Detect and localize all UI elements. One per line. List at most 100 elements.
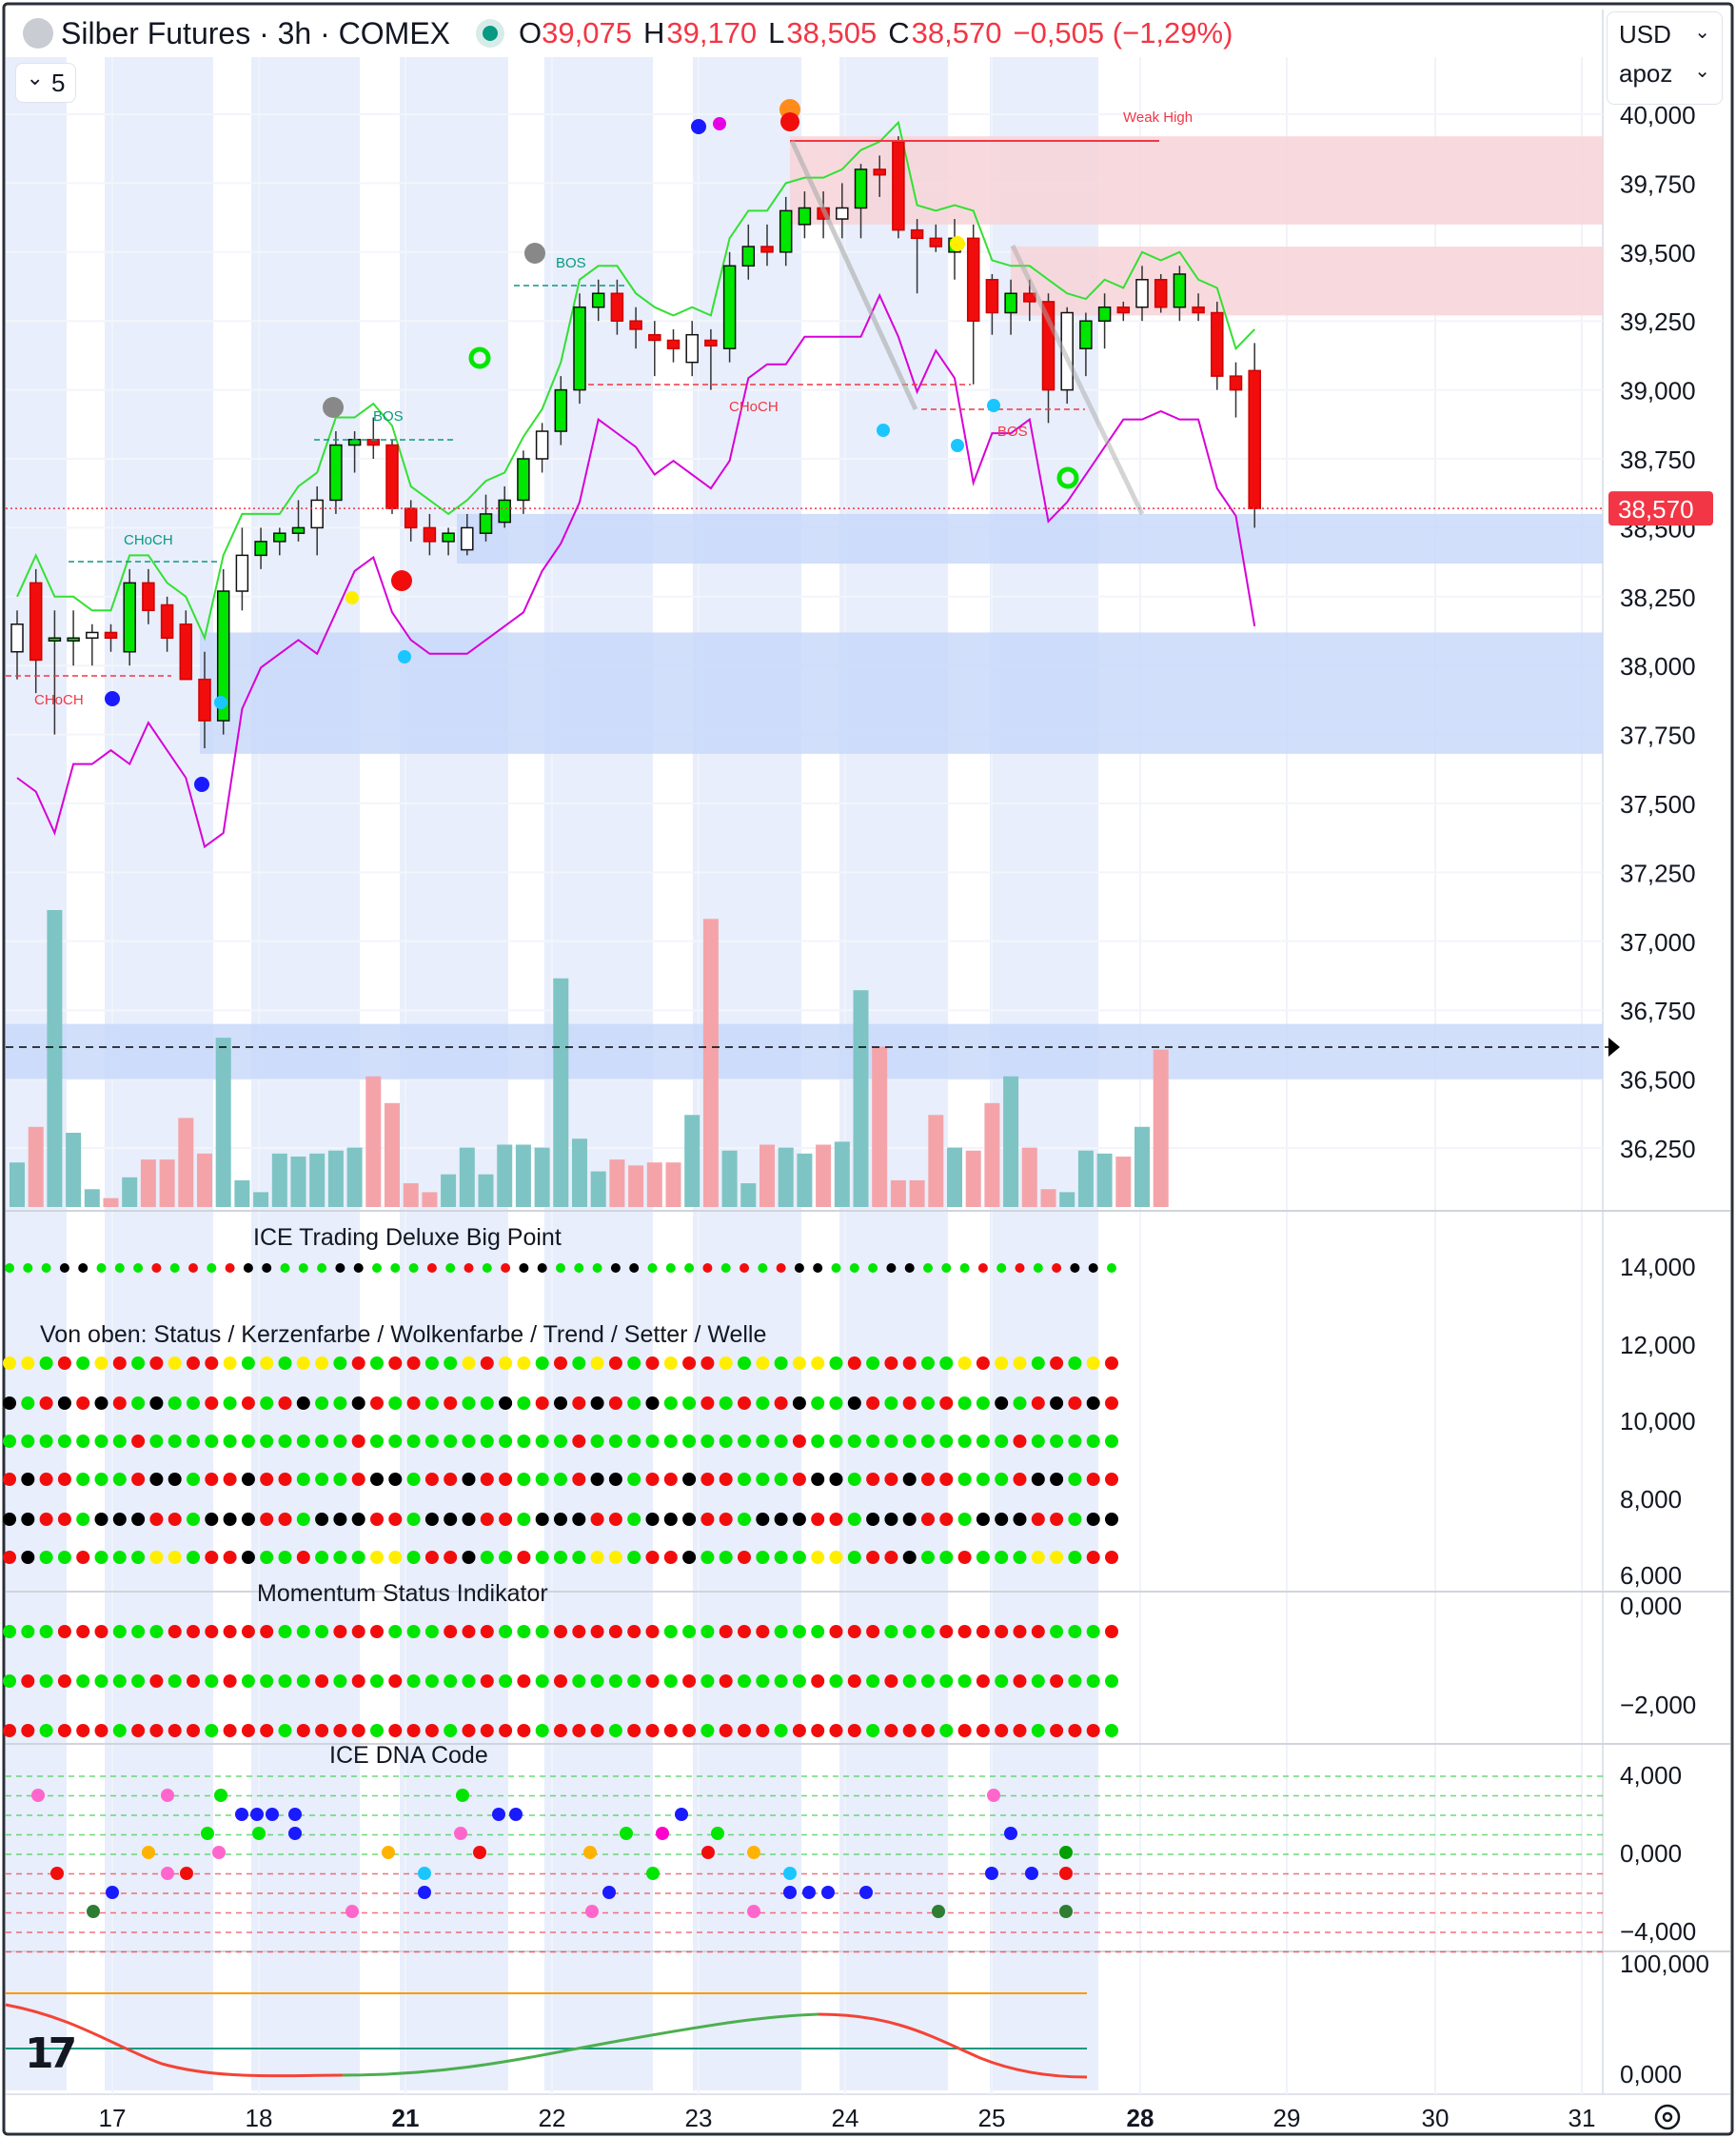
candle[interactable]	[48, 610, 62, 735]
status-dot	[572, 1724, 586, 1737]
candle[interactable]	[1154, 273, 1168, 313]
status-dot	[76, 1435, 90, 1448]
signal-marker[interactable]	[398, 650, 411, 663]
candle[interactable]	[1135, 266, 1149, 322]
candle[interactable]	[741, 224, 756, 280]
candle[interactable]	[1248, 343, 1261, 528]
candle[interactable]	[123, 568, 136, 666]
currency-select[interactable]: USD ⌄	[1608, 12, 1722, 57]
signal-ring-marker[interactable]	[468, 346, 491, 369]
candle[interactable]	[442, 527, 455, 556]
status-dot	[572, 1674, 586, 1688]
price-tick-label: 37,750	[1620, 722, 1696, 750]
candle[interactable]	[517, 450, 530, 514]
candle[interactable]	[666, 328, 681, 363]
candle[interactable]	[1079, 312, 1093, 377]
candle[interactable]	[591, 279, 605, 322]
signal-marker[interactable]	[345, 591, 359, 604]
candle[interactable]	[310, 485, 324, 556]
symbol-title[interactable]: Silber Futures · 3h · COMEX	[61, 15, 450, 50]
candle[interactable]	[479, 494, 493, 542]
candle[interactable]	[1229, 362, 1243, 418]
candle[interactable]	[160, 596, 174, 652]
status-dot	[205, 1674, 219, 1688]
volume-bar	[178, 1118, 194, 1207]
candle[interactable]	[966, 224, 980, 385]
signal-marker[interactable]	[951, 439, 964, 452]
candle[interactable]	[498, 485, 511, 528]
candle[interactable]	[1116, 301, 1131, 322]
signal-marker[interactable]	[391, 570, 412, 591]
candle[interactable]	[254, 527, 267, 569]
status-dot	[556, 1263, 565, 1273]
candle[interactable]	[873, 155, 886, 197]
candle[interactable]	[1004, 279, 1017, 335]
candle[interactable]	[798, 191, 812, 239]
unit-select[interactable]: apoz ⌄	[1608, 57, 1722, 90]
candle[interactable]	[573, 293, 586, 405]
candle[interactable]	[704, 328, 718, 390]
candle[interactable]	[685, 321, 699, 377]
candle[interactable]	[67, 610, 80, 666]
signal-marker[interactable]	[987, 399, 1000, 412]
signal-marker[interactable]	[950, 236, 965, 251]
candle[interactable]	[235, 527, 249, 611]
volume-bar	[234, 1179, 250, 1207]
candle[interactable]	[86, 624, 99, 666]
candle[interactable]	[929, 224, 943, 252]
candle[interactable]	[836, 183, 849, 239]
status-dot	[517, 1435, 531, 1448]
status-dot	[756, 1513, 770, 1526]
candle[interactable]	[854, 164, 868, 239]
signal-ring-marker[interactable]	[1056, 466, 1079, 489]
signal-marker[interactable]	[524, 243, 545, 264]
candle[interactable]	[29, 568, 43, 694]
candle-body	[404, 507, 418, 529]
signal-marker[interactable]	[214, 696, 227, 709]
candle[interactable]	[329, 431, 343, 514]
signal-marker[interactable]	[877, 424, 890, 437]
candle[interactable]	[10, 610, 24, 680]
candle[interactable]	[760, 224, 774, 267]
candle[interactable]	[985, 273, 999, 335]
signal-marker[interactable]	[105, 691, 120, 706]
candle[interactable]	[216, 568, 230, 735]
tradingview-logo-icon[interactable]: 17	[25, 2029, 77, 2078]
signal-marker[interactable]	[713, 117, 726, 130]
candle[interactable]	[892, 136, 905, 239]
candle[interactable]	[104, 624, 118, 652]
candle[interactable]	[291, 500, 306, 542]
candle[interactable]	[535, 423, 549, 473]
status-dot	[3, 1513, 16, 1526]
candle[interactable]	[461, 513, 474, 556]
candle[interactable]	[1097, 293, 1112, 349]
candle[interactable]	[142, 568, 155, 624]
candle[interactable]	[179, 610, 193, 681]
dna-dot	[656, 1827, 669, 1840]
candle[interactable]	[554, 376, 568, 445]
signal-marker[interactable]	[323, 397, 344, 418]
signal-marker[interactable]	[194, 777, 209, 792]
candle[interactable]	[648, 321, 661, 377]
candle[interactable]	[385, 439, 399, 514]
candle[interactable]	[1192, 293, 1205, 322]
candle[interactable]	[1211, 301, 1224, 390]
candle[interactable]	[1173, 266, 1187, 322]
candle[interactable]	[198, 651, 211, 749]
currency-unit-selector[interactable]: USD ⌄ apoz ⌄	[1607, 11, 1723, 105]
status-dot	[847, 1356, 861, 1370]
candle[interactable]	[610, 279, 624, 335]
indicators-collapse-button[interactable]: ⌄ 5	[15, 63, 76, 103]
candle-body	[648, 333, 661, 342]
candle[interactable]	[629, 307, 642, 349]
status-dot	[976, 1473, 990, 1486]
signal-marker[interactable]	[691, 119, 706, 134]
candle[interactable]	[273, 527, 286, 556]
candle[interactable]	[423, 513, 437, 556]
signal-marker[interactable]	[780, 112, 799, 131]
candle[interactable]	[722, 251, 737, 363]
candle[interactable]	[910, 219, 924, 294]
settings-gear-icon[interactable]	[1654, 2104, 1681, 2130]
candle[interactable]	[779, 196, 793, 267]
